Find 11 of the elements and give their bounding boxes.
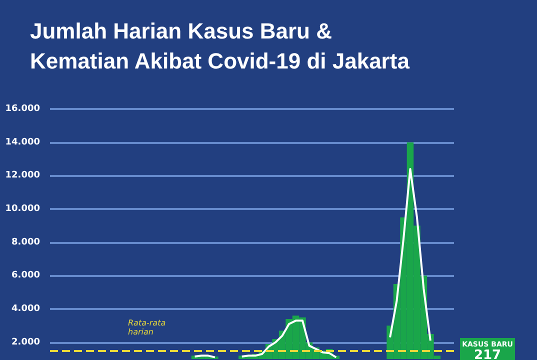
y-tick-label: 4.000 <box>12 304 40 314</box>
ref-line-label: Rata-rata harian <box>128 318 166 337</box>
chart-title: Jumlah Harian Kasus Baru & Kematian Akibat Covid-19 di Jakarta <box>30 18 410 74</box>
y-tick-label: 6.000 <box>12 270 40 281</box>
y-tick-label: 16.000 <box>5 104 40 114</box>
text: 217 <box>474 348 502 360</box>
y-tick-label: 2.000 <box>12 337 40 348</box>
y-tick-label: 8.000 <box>12 237 40 248</box>
y-tick-label: 12.000 <box>5 170 40 181</box>
y-tick-label: 10.000 <box>5 204 40 214</box>
y-tick-label: 14.000 <box>5 137 40 148</box>
